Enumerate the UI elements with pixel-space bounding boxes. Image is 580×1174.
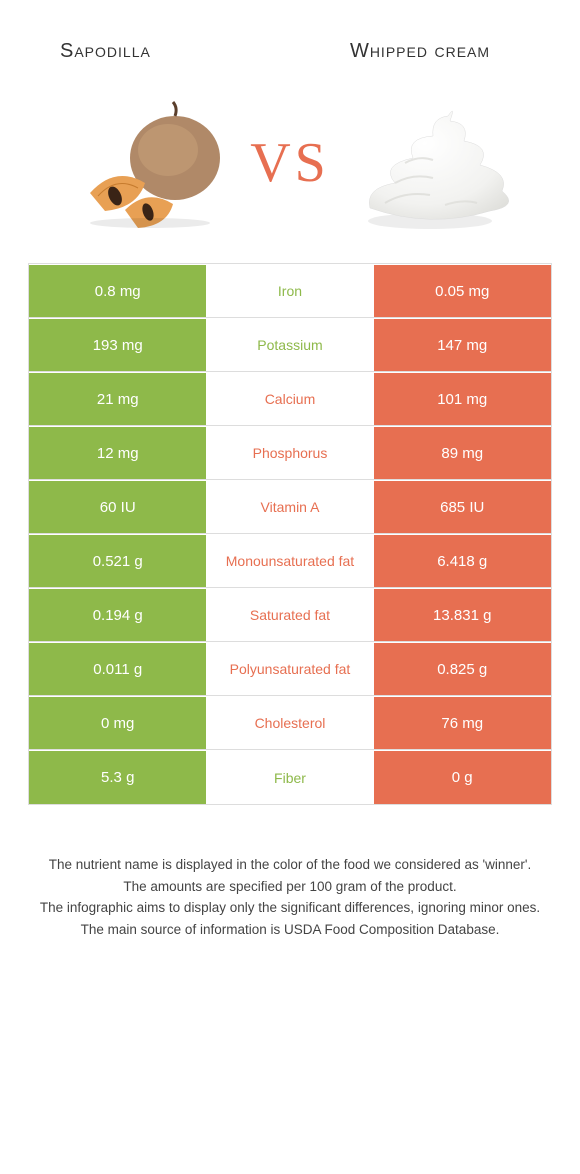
table-row: 60 IUVitamin A685 IU (29, 480, 551, 534)
nutrient-name: Vitamin A (206, 481, 373, 533)
table-row: 5.3 gFiber0 g (29, 750, 551, 804)
nutrient-name: Fiber (206, 751, 373, 804)
nutrient-name: Iron (206, 265, 373, 317)
left-value: 193 mg (29, 319, 206, 371)
right-value: 6.418 g (374, 535, 551, 587)
nutrient-name: Potassium (206, 319, 373, 371)
header-left: Sapodilla (30, 40, 300, 63)
left-value: 0.521 g (29, 535, 206, 587)
footer-line: The amounts are specified per 100 gram o… (30, 877, 550, 897)
table-row: 12 mgPhosphorus89 mg (29, 426, 551, 480)
table-row: 0.8 mgIron0.05 mg (29, 264, 551, 318)
left-value: 12 mg (29, 427, 206, 479)
left-value: 0.8 mg (29, 265, 206, 317)
right-value: 89 mg (374, 427, 551, 479)
footer-line: The nutrient name is displayed in the co… (30, 855, 550, 875)
footer-notes: The nutrient name is displayed in the co… (30, 855, 550, 939)
sapodilla-image (70, 93, 230, 233)
table-row: 193 mgPotassium147 mg (29, 318, 551, 372)
left-value: 5.3 g (29, 751, 206, 804)
right-value: 0.05 mg (374, 265, 551, 317)
header-right: Whipped cream (300, 40, 550, 63)
table-row: 0.194 gSaturated fat13.831 g (29, 588, 551, 642)
table-row: 0.521 gMonounsaturated fat6.418 g (29, 534, 551, 588)
right-value: 13.831 g (374, 589, 551, 641)
nutrient-name: Cholesterol (206, 697, 373, 749)
nutrient-name: Monounsaturated fat (206, 535, 373, 587)
vs-label: VS (250, 131, 330, 195)
footer-line: The infographic aims to display only the… (30, 898, 550, 918)
right-value: 101 mg (374, 373, 551, 425)
left-value: 21 mg (29, 373, 206, 425)
table-row: 21 mgCalcium101 mg (29, 372, 551, 426)
right-value: 0 g (374, 751, 551, 804)
comparison-table: 0.8 mgIron0.05 mg193 mgPotassium147 mg21… (28, 263, 552, 805)
left-value: 0 mg (29, 697, 206, 749)
nutrient-name: Saturated fat (206, 589, 373, 641)
left-value: 0.011 g (29, 643, 206, 695)
right-value: 685 IU (374, 481, 551, 533)
right-value: 147 mg (374, 319, 551, 371)
right-value: 0.825 g (374, 643, 551, 695)
footer-line: The main source of information is USDA F… (30, 920, 550, 940)
left-value: 60 IU (29, 481, 206, 533)
infographic: Sapodilla Whipped cream VS (0, 0, 580, 939)
nutrient-name: Phosphorus (206, 427, 373, 479)
right-value: 76 mg (374, 697, 551, 749)
table-row: 0.011 gPolyunsaturated fat0.825 g (29, 642, 551, 696)
whipped-cream-image (350, 93, 510, 233)
table-row: 0 mgCholesterol76 mg (29, 696, 551, 750)
image-row: VS (0, 83, 580, 263)
header-row: Sapodilla Whipped cream (0, 0, 580, 83)
nutrient-name: Polyunsaturated fat (206, 643, 373, 695)
nutrient-name: Calcium (206, 373, 373, 425)
left-value: 0.194 g (29, 589, 206, 641)
